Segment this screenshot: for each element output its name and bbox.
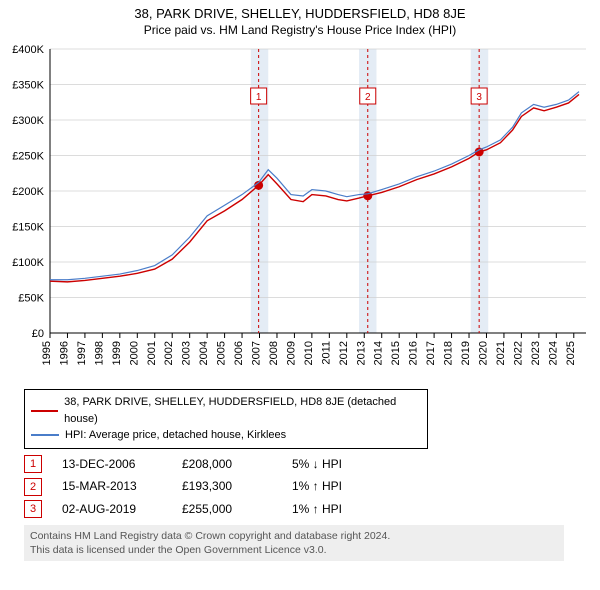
sale-row: 1 13-DEC-2006 £208,000 5% ↓ HPI xyxy=(24,453,590,476)
x-tick-label: 2001 xyxy=(146,341,158,365)
x-tick-label: 1999 xyxy=(111,341,123,365)
legend: 38, PARK DRIVE, SHELLEY, HUDDERSFIELD, H… xyxy=(24,389,428,449)
x-tick-label: 2024 xyxy=(547,341,559,365)
sale-row-marker: 2 xyxy=(24,478,42,496)
sale-price: £193,300 xyxy=(182,475,272,498)
sale-row: 3 02-AUG-2019 £255,000 1% ↑ HPI xyxy=(24,498,590,521)
x-tick-label: 2019 xyxy=(460,341,472,365)
attribution-line2: This data is licensed under the Open Gov… xyxy=(30,543,558,557)
sale-hpi: 5% ↓ HPI xyxy=(292,453,412,476)
legend-swatch xyxy=(31,434,59,436)
legend-item: 38, PARK DRIVE, SHELLEY, HUDDERSFIELD, H… xyxy=(31,394,421,427)
sale-row: 2 15-MAR-2013 £193,300 1% ↑ HPI xyxy=(24,475,590,498)
x-tick-label: 2014 xyxy=(373,341,385,365)
x-tick-label: 2018 xyxy=(443,341,455,365)
sale-hpi: 1% ↑ HPI xyxy=(292,498,412,521)
y-tick-label: £400K xyxy=(12,44,44,56)
sale-price: £255,000 xyxy=(182,498,272,521)
x-tick-label: 1995 xyxy=(41,341,53,365)
x-tick-label: 2010 xyxy=(303,341,315,365)
x-tick-label: 2007 xyxy=(251,341,263,365)
legend-swatch xyxy=(31,410,58,412)
y-tick-label: £0 xyxy=(32,328,44,340)
x-tick-label: 2011 xyxy=(320,341,332,365)
legend-label: 38, PARK DRIVE, SHELLEY, HUDDERSFIELD, H… xyxy=(64,394,421,427)
chart-container: 38, PARK DRIVE, SHELLEY, HUDDERSFIELD, H… xyxy=(0,6,600,561)
x-tick-label: 2005 xyxy=(216,341,228,365)
x-tick-label: 2016 xyxy=(408,341,420,365)
x-tick-label: 2003 xyxy=(181,341,193,365)
sale-date: 13-DEC-2006 xyxy=(62,453,162,476)
x-tick-label: 1998 xyxy=(93,341,105,365)
x-tick-label: 2002 xyxy=(163,341,175,365)
x-tick-label: 1996 xyxy=(58,341,70,365)
x-tick-label: 2022 xyxy=(512,341,524,365)
x-tick-label: 2017 xyxy=(425,341,437,365)
sale-row-marker: 1 xyxy=(24,455,42,473)
page-title: 38, PARK DRIVE, SHELLEY, HUDDERSFIELD, H… xyxy=(0,6,600,21)
y-tick-label: £100K xyxy=(12,257,44,269)
legend-item: HPI: Average price, detached house, Kirk… xyxy=(31,427,421,444)
sale-marker-number: 2 xyxy=(365,92,371,103)
x-tick-label: 2020 xyxy=(477,341,489,365)
sale-marker-number: 3 xyxy=(476,92,482,103)
sales-table: 1 13-DEC-2006 £208,000 5% ↓ HPI 2 15-MAR-2013… xyxy=(24,453,590,521)
x-tick-label: 2025 xyxy=(565,341,577,365)
chart-svg: £0 £50K £100K £150K £200K £250K £300K £350K £400… xyxy=(0,43,600,383)
sale-hpi: 1% ↑ HPI xyxy=(292,475,412,498)
x-tick-label: 2008 xyxy=(268,341,280,365)
sale-marker-number: 1 xyxy=(256,92,262,103)
x-tick-label: 2012 xyxy=(338,341,350,365)
y-tick-label: £200K xyxy=(12,186,44,198)
attribution-line1: Contains HM Land Registry data © Crown c… xyxy=(30,529,558,543)
price-chart: £0 £50K £100K £150K £200K £250K £300K £350K £400… xyxy=(0,43,600,383)
x-tick-label: 2009 xyxy=(285,341,297,365)
x-tick-label: 2021 xyxy=(495,341,507,365)
page-subtitle: Price paid vs. HM Land Registry's House … xyxy=(0,23,600,37)
sale-price: £208,000 xyxy=(182,453,272,476)
x-tick-label: 2013 xyxy=(355,341,367,365)
attribution: Contains HM Land Registry data © Crown c… xyxy=(24,525,564,561)
y-tick-label: £250K xyxy=(12,151,44,163)
sale-date: 02-AUG-2019 xyxy=(62,498,162,521)
x-tick-label: 2015 xyxy=(390,341,402,365)
x-tick-label: 1997 xyxy=(76,341,88,365)
y-tick-label: £300K xyxy=(12,115,44,127)
x-tick-label: 2006 xyxy=(233,341,245,365)
legend-label: HPI: Average price, detached house, Kirk… xyxy=(65,427,286,444)
x-tick-label: 2004 xyxy=(198,341,210,365)
y-tick-label: £350K xyxy=(12,80,44,92)
sale-date: 15-MAR-2013 xyxy=(62,475,162,498)
x-tick-label: 2023 xyxy=(530,341,542,365)
y-tick-label: £150K xyxy=(12,222,44,234)
sale-row-marker: 3 xyxy=(24,500,42,518)
x-tick-label: 2000 xyxy=(128,341,140,365)
y-tick-label: £50K xyxy=(18,293,44,305)
